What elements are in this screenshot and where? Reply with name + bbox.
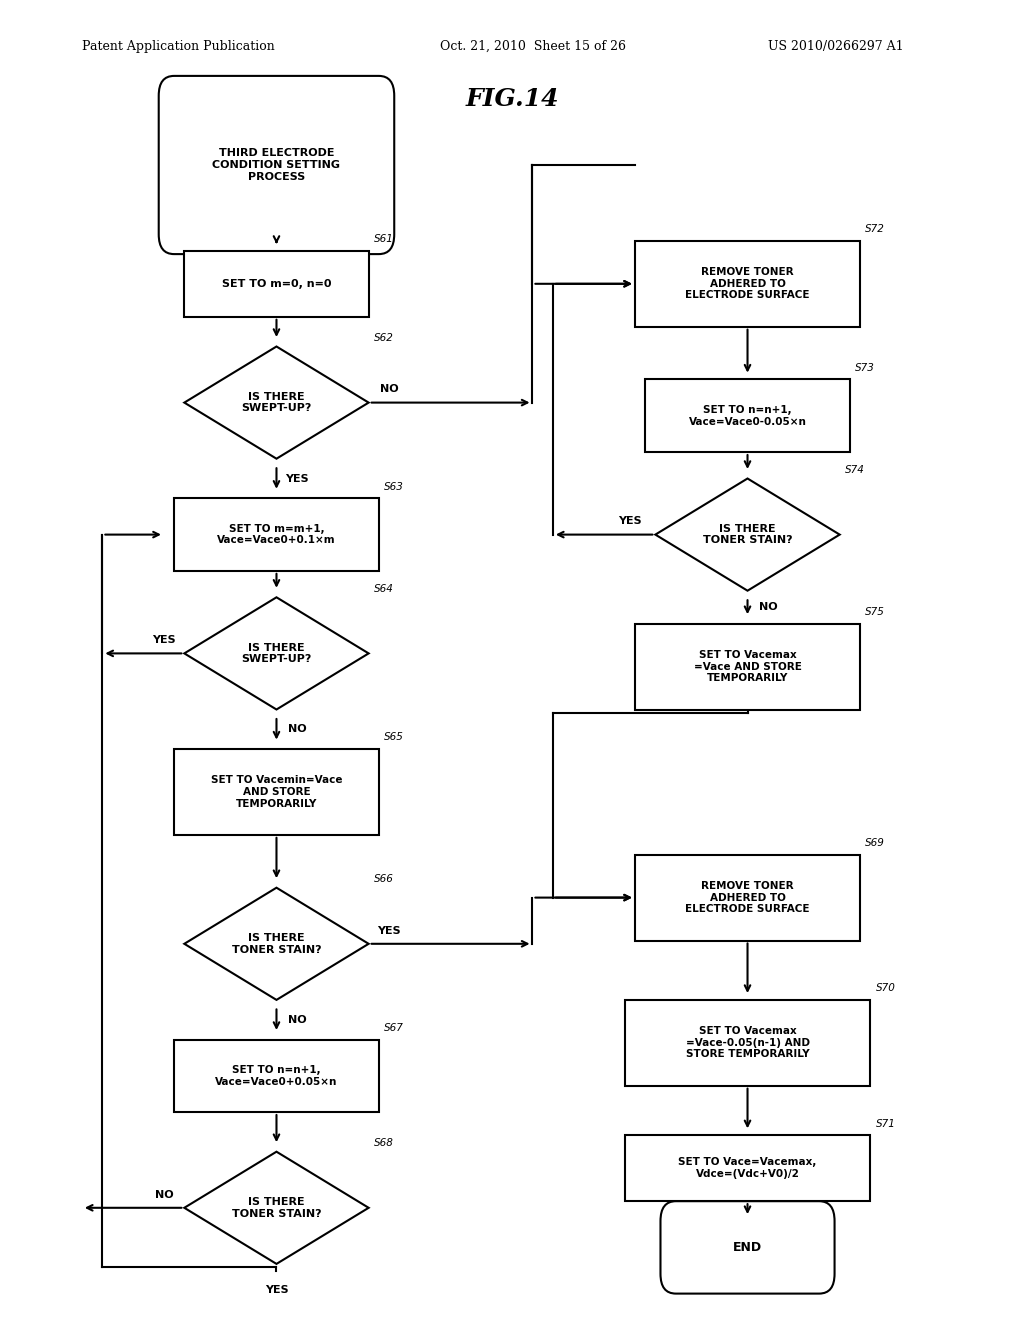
Text: S62: S62: [374, 333, 393, 343]
Text: S72: S72: [865, 224, 885, 235]
Text: IS THERE
SWEPT-UP?: IS THERE SWEPT-UP?: [242, 392, 311, 413]
Text: YES: YES: [152, 635, 176, 645]
Text: SET TO Vacemax
=Vace AND STORE
TEMPORARILY: SET TO Vacemax =Vace AND STORE TEMPORARI…: [693, 649, 802, 684]
FancyBboxPatch shape: [174, 498, 379, 570]
FancyBboxPatch shape: [625, 1001, 870, 1085]
Polygon shape: [184, 347, 369, 459]
Text: NO: NO: [380, 384, 398, 395]
Text: REMOVE TONER
ADHERED TO
ELECTRODE SURFACE: REMOVE TONER ADHERED TO ELECTRODE SURFAC…: [685, 880, 810, 915]
Text: YES: YES: [285, 474, 309, 483]
Text: SET TO m=0, n=0: SET TO m=0, n=0: [222, 279, 331, 289]
FancyBboxPatch shape: [625, 1135, 870, 1201]
FancyBboxPatch shape: [174, 748, 379, 834]
Text: S71: S71: [876, 1118, 895, 1129]
Polygon shape: [655, 479, 840, 591]
Text: S65: S65: [384, 733, 403, 742]
Polygon shape: [184, 1151, 369, 1265]
Text: NO: NO: [155, 1189, 173, 1200]
Polygon shape: [184, 597, 369, 710]
Text: S61: S61: [374, 234, 393, 244]
FancyBboxPatch shape: [645, 379, 850, 451]
Text: US 2010/0266297 A1: US 2010/0266297 A1: [768, 40, 903, 53]
FancyBboxPatch shape: [174, 1040, 379, 1111]
Text: SET TO Vacemax
=Vace-0.05(n-1) AND
STORE TEMPORARILY: SET TO Vacemax =Vace-0.05(n-1) AND STORE…: [685, 1026, 810, 1060]
FancyBboxPatch shape: [660, 1201, 835, 1294]
Text: S67: S67: [384, 1023, 403, 1032]
FancyBboxPatch shape: [635, 623, 860, 710]
Text: NO: NO: [288, 725, 306, 734]
FancyBboxPatch shape: [184, 251, 369, 317]
FancyBboxPatch shape: [635, 855, 860, 940]
Text: THIRD ELECTRODE
CONDITION SETTING
PROCESS: THIRD ELECTRODE CONDITION SETTING PROCES…: [213, 148, 340, 182]
Text: S68: S68: [374, 1138, 393, 1148]
Text: Patent Application Publication: Patent Application Publication: [82, 40, 274, 53]
Text: S64: S64: [374, 583, 393, 594]
Text: S74: S74: [845, 465, 864, 475]
Text: S75: S75: [865, 607, 885, 618]
Text: NO: NO: [759, 602, 777, 612]
Text: Oct. 21, 2010  Sheet 15 of 26: Oct. 21, 2010 Sheet 15 of 26: [440, 40, 627, 53]
Text: S63: S63: [384, 482, 403, 492]
Text: YES: YES: [377, 925, 401, 936]
Text: IS THERE
TONER STAIN?: IS THERE TONER STAIN?: [702, 524, 793, 545]
Text: IS THERE
TONER STAIN?: IS THERE TONER STAIN?: [231, 933, 322, 954]
Text: SET TO n=n+1,
Vace=Vace0+0.05×n: SET TO n=n+1, Vace=Vace0+0.05×n: [215, 1065, 338, 1086]
Text: END: END: [733, 1241, 762, 1254]
Text: SET TO Vacemin=Vace
AND STORE
TEMPORARILY: SET TO Vacemin=Vace AND STORE TEMPORARIL…: [211, 775, 342, 809]
Text: YES: YES: [264, 1286, 289, 1295]
Text: S69: S69: [865, 838, 885, 847]
FancyBboxPatch shape: [159, 77, 394, 253]
Text: YES: YES: [617, 516, 642, 527]
Text: REMOVE TONER
ADHERED TO
ELECTRODE SURFACE: REMOVE TONER ADHERED TO ELECTRODE SURFAC…: [685, 267, 810, 301]
Polygon shape: [184, 888, 369, 1001]
Text: S70: S70: [876, 983, 895, 993]
Text: SET TO Vace=Vacemax,
Vdce=(Vdc+V0)/2: SET TO Vace=Vacemax, Vdce=(Vdc+V0)/2: [678, 1158, 817, 1179]
Text: IS THERE
TONER STAIN?: IS THERE TONER STAIN?: [231, 1197, 322, 1218]
Text: SET TO n=n+1,
Vace=Vace0-0.05×n: SET TO n=n+1, Vace=Vace0-0.05×n: [688, 405, 807, 426]
Text: S66: S66: [374, 874, 393, 884]
FancyBboxPatch shape: [635, 240, 860, 326]
Text: FIG.14: FIG.14: [465, 87, 559, 111]
Text: SET TO m=m+1,
Vace=Vace0+0.1×m: SET TO m=m+1, Vace=Vace0+0.1×m: [217, 524, 336, 545]
Text: NO: NO: [288, 1015, 306, 1024]
Text: IS THERE
SWEPT-UP?: IS THERE SWEPT-UP?: [242, 643, 311, 664]
Text: S73: S73: [855, 363, 874, 372]
